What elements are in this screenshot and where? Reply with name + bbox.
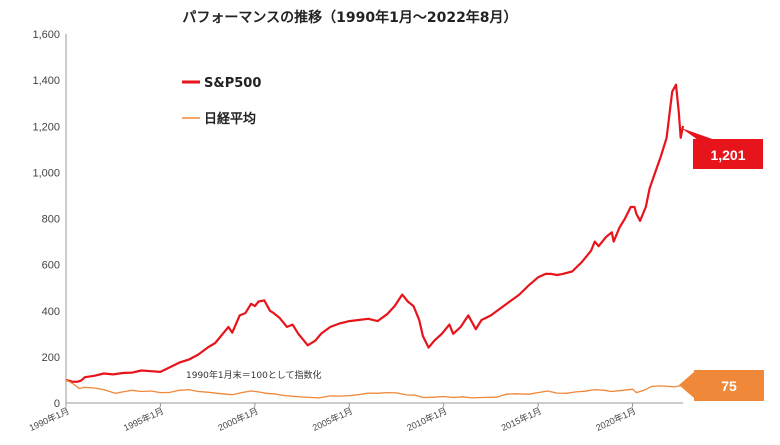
legend-nikkei-label: 日経平均	[204, 111, 256, 127]
x-tick-label: 2010年1月	[405, 405, 449, 433]
x-tick-label: 2020年1月	[594, 405, 638, 433]
index-note: 1990年1月末＝100として指数化	[186, 369, 322, 381]
x-tick-label: 2015年1月	[499, 405, 543, 433]
sp500-callout-value: 1,201	[710, 147, 745, 163]
x-tick-label: 1990年1月	[27, 405, 71, 433]
legend-sp500-label: S&P500	[204, 76, 261, 91]
x-tick-label: 1995年1月	[122, 405, 166, 433]
y-tick-label: 1,000	[32, 167, 60, 179]
y-tick-label: 1,200	[32, 121, 60, 133]
y-tick-label: 0	[54, 398, 60, 410]
y-tick-label: 1,400	[32, 75, 60, 87]
x-tick-label: 2005年1月	[310, 405, 354, 433]
series-layer	[65, 83, 685, 399]
nikkei-callout-value: 75	[721, 378, 737, 394]
y-axis-ticks: 0 200 400 600 800 1,000 1,200 1,400 1,600	[32, 29, 60, 410]
y-tick-label: 200	[42, 352, 60, 364]
nikkei-series-line	[65, 379, 684, 399]
sp500-series-line	[65, 83, 685, 383]
x-axis-ticks: 1990年1月 1995年1月 2000年1月 2005年1月 2010年1月 2015年…	[27, 403, 637, 433]
x-tick-label: 2000年1月	[216, 405, 260, 433]
y-tick-label: 600	[42, 260, 60, 272]
y-tick-label: 800	[42, 214, 60, 226]
y-tick-label: 1,600	[32, 29, 60, 41]
nikkei-callout-box	[694, 370, 764, 401]
sp500-callout-box	[693, 139, 763, 169]
chart-title: パフォーマンスの推移（1990年1月〜2022年8月）	[182, 9, 517, 26]
y-tick-label: 400	[42, 306, 60, 318]
nikkei-callout-pointer	[679, 372, 694, 398]
